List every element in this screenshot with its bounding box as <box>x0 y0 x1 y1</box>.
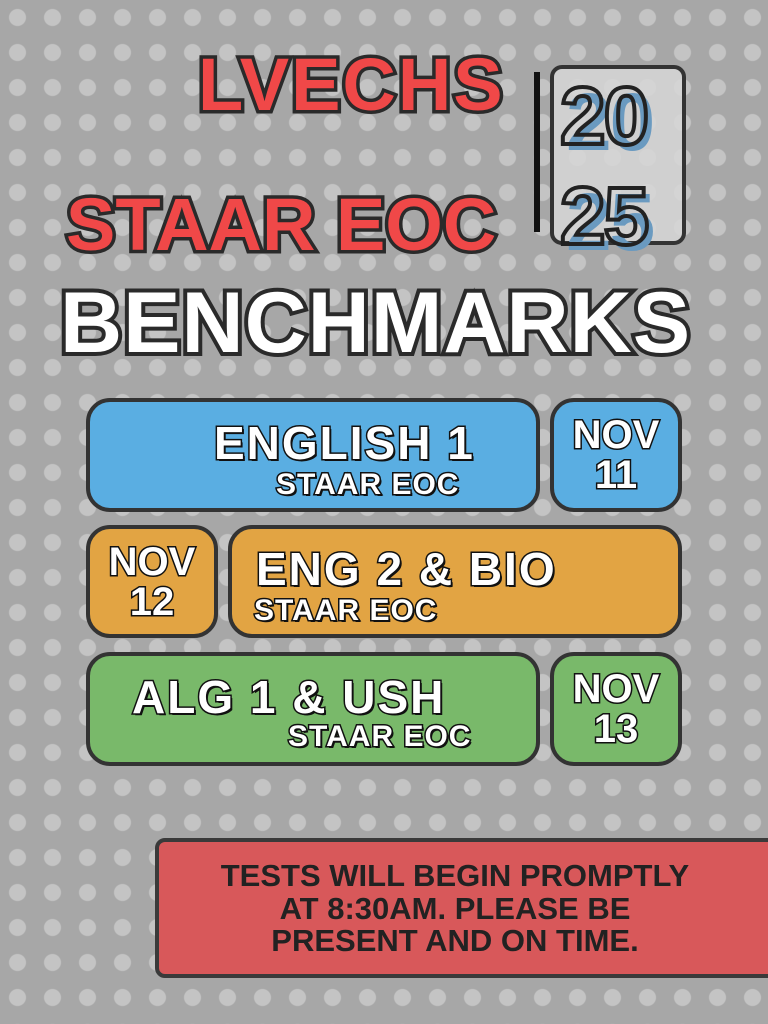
date-month: NOV <box>571 667 661 711</box>
test-card-english-1 <box>86 398 540 512</box>
date-day: 13 <box>592 707 639 751</box>
date-day: 11 <box>593 453 638 497</box>
page-title: BENCHMARKS <box>56 275 694 371</box>
test-label: STAAR EOC <box>252 594 438 627</box>
date-day: 12 <box>128 579 175 624</box>
test-subject: ENGLISH 1 <box>213 417 475 469</box>
notice-line-1: TESTS WILL BEGIN PROMPTLY <box>220 858 690 893</box>
test-date-nov-12: NOV 12 <box>86 525 218 638</box>
notice-line-3: PRESENT AND ON TIME. <box>271 923 639 958</box>
notice-banner <box>155 838 768 978</box>
year-bottom: 25 <box>558 171 651 262</box>
test-date-nov-13: NOV 13 <box>550 652 682 766</box>
test-label: STAAR EOC <box>286 720 472 753</box>
date-month: NOV <box>571 413 661 457</box>
date-month: NOV <box>107 539 197 584</box>
notice-line-2: AT 8:30AM. PLEASE BE <box>279 891 631 926</box>
year-box <box>550 65 686 245</box>
test-date-nov-11: NOV 11 <box>550 398 682 512</box>
test-card-alg-1-ush <box>86 652 540 766</box>
test-subject: ENG 2 & BIO <box>255 543 557 595</box>
school-name: LVECHS <box>195 43 507 126</box>
test-subject: ALG 1 & USH <box>130 671 446 723</box>
test-label: STAAR EOC <box>274 468 460 501</box>
year-top: 20 <box>558 71 651 162</box>
divider-line <box>534 72 540 232</box>
subtitle: STAAR EOC <box>62 183 499 266</box>
test-card-eng-2-bio <box>228 525 682 638</box>
